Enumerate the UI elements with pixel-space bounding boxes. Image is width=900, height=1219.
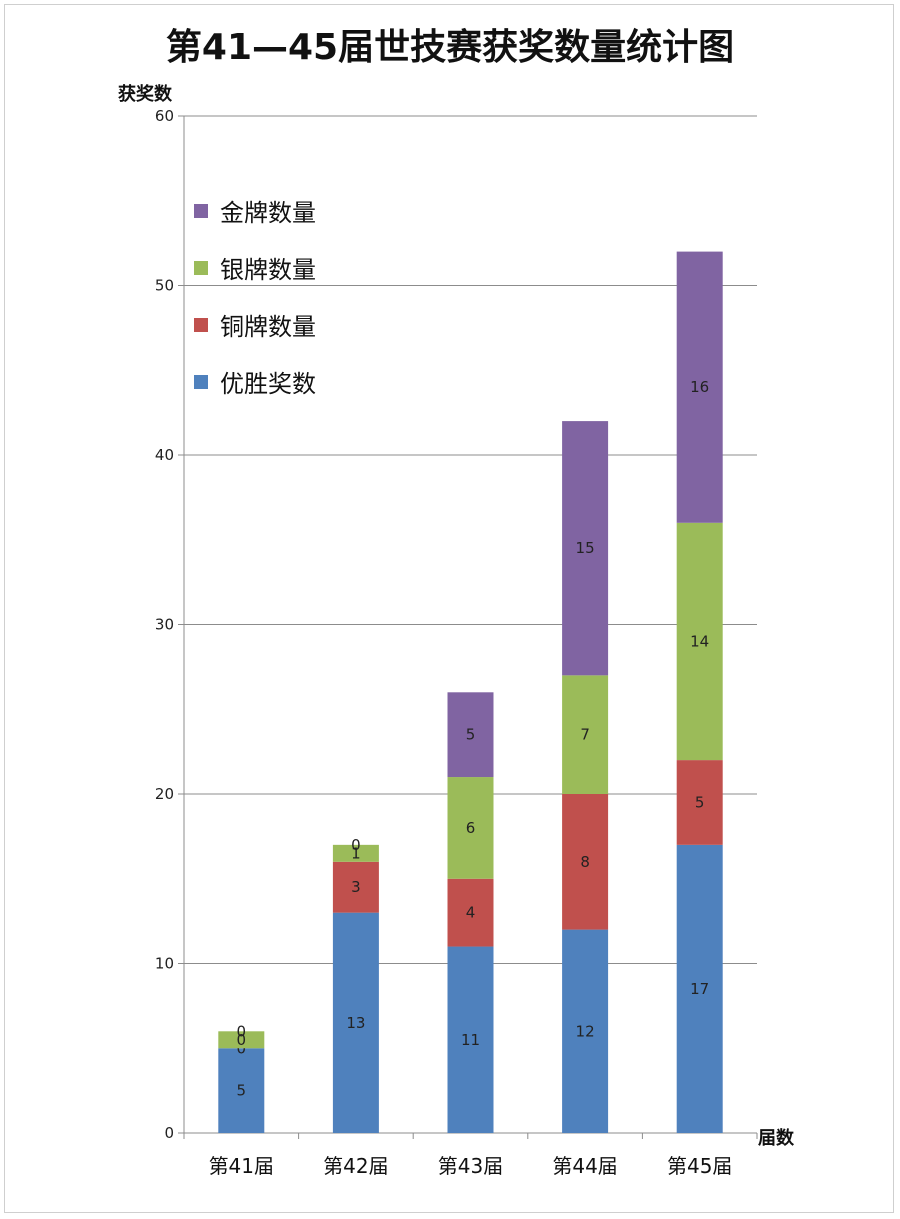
bar-0-2	[218, 1031, 265, 1049]
bar-4-0	[676, 844, 723, 1133]
data-label-0-3: 0	[237, 1022, 247, 1040]
legend-label: 优胜奖数	[220, 370, 316, 398]
bar-4-2	[676, 522, 723, 761]
x-category-label: 第45届	[667, 1154, 732, 1178]
legend-item-3: 优胜奖数	[194, 353, 316, 410]
data-label-3-3: 15	[576, 539, 595, 557]
legend-swatch	[194, 203, 208, 218]
bar-3-0	[562, 929, 609, 1133]
bar-1-1	[332, 861, 379, 913]
data-label-2-1: 4	[466, 904, 476, 922]
y-tick-label: 20	[155, 785, 174, 803]
chart-legend: 金牌数量银牌数量铜牌数量优胜奖数	[194, 182, 316, 410]
chart-frame	[4, 4, 894, 1213]
legend-item-2: 铜牌数量	[194, 296, 316, 353]
y-tick-label: 50	[155, 277, 174, 295]
data-label-2-2: 6	[466, 819, 476, 837]
bar-3-1	[562, 794, 609, 930]
y-tick-label: 40	[155, 446, 174, 464]
data-label-2-0: 11	[461, 1031, 480, 1049]
data-label-1-3: 0	[351, 836, 361, 854]
data-label-4-3: 16	[690, 378, 709, 396]
data-label-1-2: 1	[351, 844, 361, 862]
data-label-4-1: 5	[695, 793, 705, 811]
y-axis-title: 获奖数	[118, 84, 172, 105]
bar-2-0	[447, 946, 494, 1133]
bar-4-1	[676, 760, 723, 845]
data-label-1-1: 3	[351, 878, 361, 896]
bar-2-3	[447, 692, 494, 778]
data-label-0-0: 5	[237, 1082, 247, 1100]
data-label-4-0: 17	[690, 980, 709, 998]
legend-item-0: 金牌数量	[194, 182, 316, 239]
bar-2-2	[447, 777, 494, 879]
legend-label: 银牌数量	[220, 256, 316, 284]
bar-1-0	[332, 912, 379, 1133]
legend-swatch	[194, 374, 208, 389]
data-label-0-2: 0	[237, 1031, 247, 1049]
legend-swatch	[194, 260, 208, 275]
data-label-4-2: 14	[690, 632, 709, 650]
data-label-1-0: 13	[346, 1014, 365, 1032]
data-label-3-0: 12	[576, 1022, 595, 1040]
legend-label: 铜牌数量	[220, 313, 316, 341]
bar-3-2	[562, 675, 609, 794]
x-category-label: 第44届	[552, 1154, 617, 1178]
data-label-3-2: 7	[580, 726, 590, 744]
y-tick-label: 0	[164, 1124, 174, 1142]
x-axis-title: 届数	[758, 1128, 794, 1149]
data-label-2-3: 5	[466, 726, 476, 744]
bar-3-3	[562, 421, 609, 676]
chart-title: 第41—45届世技赛获奖数量统计图	[165, 27, 735, 68]
y-tick-label: 60	[155, 107, 174, 125]
y-tick-label: 30	[155, 616, 174, 634]
x-category-label: 第42届	[323, 1154, 388, 1178]
x-category-label: 第43届	[438, 1154, 503, 1178]
legend-label: 金牌数量	[220, 199, 316, 227]
bar-1-2	[332, 844, 379, 862]
y-tick-label: 10	[155, 955, 174, 973]
legend-item-1: 银牌数量	[194, 239, 316, 296]
x-category-label: 第41届	[209, 1154, 274, 1178]
bar-2-1	[447, 878, 494, 947]
legend-swatch	[194, 317, 208, 332]
bar-4-3	[676, 251, 723, 523]
bar-0-0	[218, 1048, 265, 1133]
data-label-3-1: 8	[580, 853, 590, 871]
